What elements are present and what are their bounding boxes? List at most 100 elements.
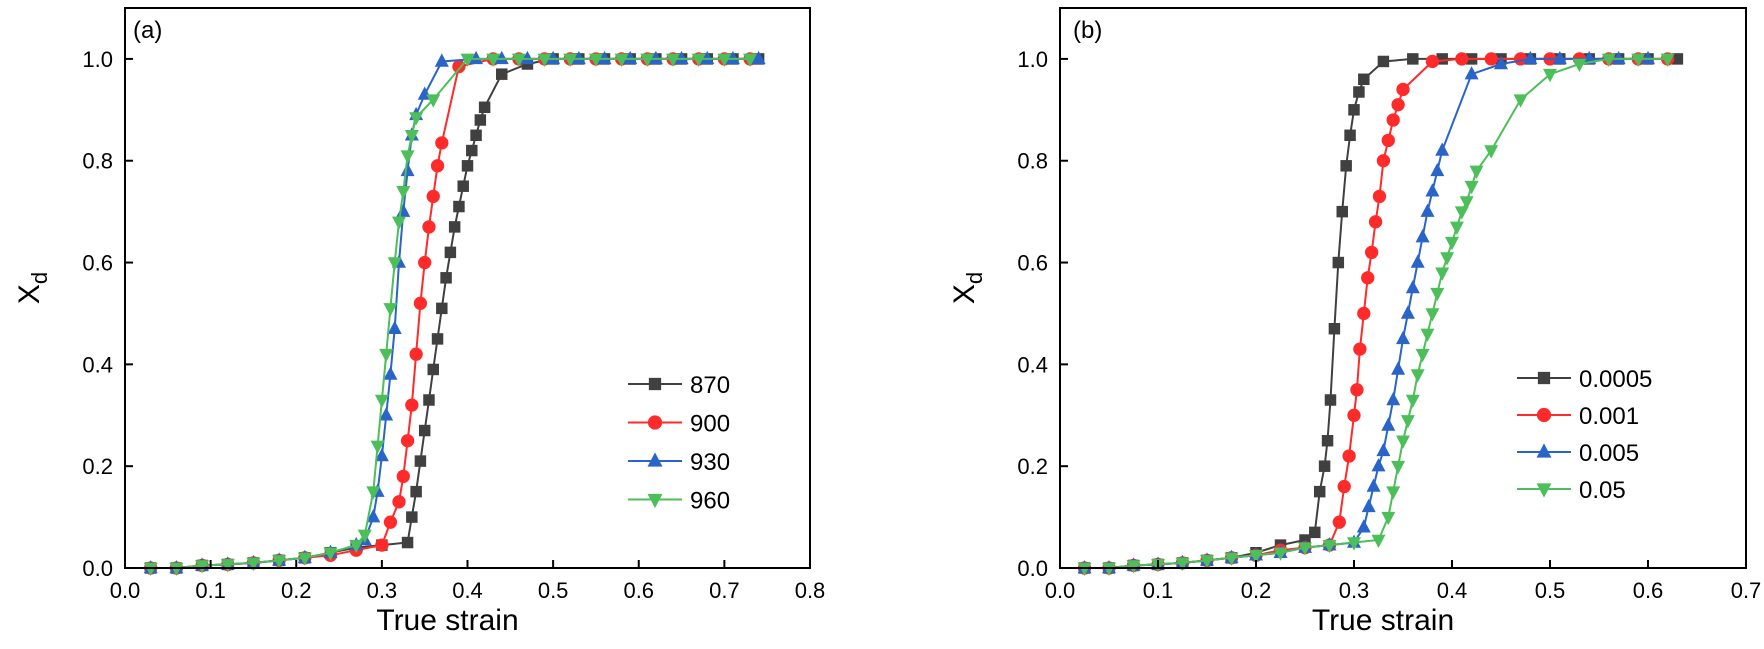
data-point-b-1 — [1386, 113, 1400, 127]
data-point-a-3 — [357, 529, 372, 543]
data-point-b-2 — [1415, 229, 1430, 243]
data-point-b-0 — [1340, 160, 1352, 172]
y-tick-label-a: 0.8 — [82, 149, 113, 174]
data-point-a-1 — [396, 469, 410, 484]
data-point-b-1 — [1357, 306, 1371, 321]
x-tick-label-b: 0.0 — [1045, 578, 1076, 603]
data-point-a-2 — [648, 50, 663, 65]
data-point-b-1 — [1391, 98, 1405, 112]
x-tick-label-b: 0.3 — [1339, 578, 1370, 603]
y-tick-label-a: 0.2 — [82, 454, 113, 479]
data-point-a-3 — [195, 560, 210, 574]
data-point-a-2 — [597, 50, 612, 65]
x-tick-label-a: 0.1 — [195, 578, 226, 603]
data-point-a-3 — [640, 53, 655, 67]
data-point-b-3 — [1459, 196, 1474, 210]
legend-label-b-0: 0.0005 — [1579, 366, 1652, 393]
data-point-b-1 — [1361, 271, 1375, 285]
data-point-a-3 — [691, 53, 706, 67]
data-point-a-3 — [396, 186, 411, 200]
data-point-b-1 — [1376, 154, 1391, 168]
x-tick-label-b: 0.5 — [1535, 578, 1566, 603]
data-point-b-3 — [1543, 68, 1557, 83]
data-point-a-3 — [370, 440, 385, 454]
data-point-a-3 — [379, 348, 394, 363]
data-point-a-3 — [220, 559, 235, 573]
x-tick-label-b: 0.1 — [1143, 578, 1174, 603]
legend-marker-a-0 — [648, 377, 662, 391]
data-point-a-3 — [392, 216, 406, 230]
data-point-a-0 — [474, 114, 487, 126]
data-point-b-3 — [1347, 537, 1361, 551]
x-tick-label-a: 0.7 — [709, 578, 740, 603]
data-point-b-2 — [1425, 183, 1440, 197]
legend-label-a-1: 900 — [690, 411, 730, 438]
data-point-b-0 — [1348, 104, 1360, 116]
data-point-a-0 — [461, 160, 474, 172]
y-tick-label-b: 0.0 — [1017, 556, 1048, 581]
x-tick-label-b: 0.4 — [1437, 578, 1468, 603]
data-point-b-0 — [1353, 86, 1365, 98]
data-point-b-0 — [1671, 53, 1684, 65]
data-point-b-2 — [1356, 519, 1371, 533]
data-point-b-3 — [1077, 562, 1092, 577]
data-point-a-3 — [349, 539, 364, 554]
data-point-a-2 — [396, 203, 411, 217]
legend-label-a-2: 930 — [690, 449, 730, 476]
data-point-b-1 — [1425, 54, 1440, 69]
y-tick-label-b: 1.0 — [1017, 47, 1048, 72]
legend-a: 870 900 930 960 — [628, 372, 730, 515]
series-b-3 — [1077, 53, 1675, 577]
data-point-b-3 — [1435, 267, 1450, 281]
data-point-a-2 — [494, 50, 509, 65]
data-point-a-2 — [434, 53, 449, 67]
data-point-b-3 — [1464, 180, 1479, 195]
data-point-a-3 — [409, 112, 424, 126]
x-tick-label-a: 0.8 — [795, 578, 826, 603]
data-point-a-2 — [700, 50, 715, 65]
data-point-b-1 — [1350, 383, 1364, 397]
data-point-a-3 — [614, 53, 629, 67]
data-point-b-3 — [1249, 550, 1263, 564]
y-tick-label-b: 0.6 — [1017, 251, 1048, 276]
data-point-a-3 — [563, 53, 578, 67]
x-tick-label-a: 0.3 — [367, 578, 398, 603]
data-point-b-3 — [1415, 348, 1430, 363]
data-point-b-3 — [1126, 560, 1141, 574]
legend-label-b-2: 0.005 — [1579, 440, 1639, 467]
x-axis-title-a: True strain — [376, 604, 518, 637]
data-point-b-3 — [1322, 539, 1337, 554]
data-point-b-0 — [1321, 434, 1334, 447]
data-point-b-2 — [1523, 50, 1538, 65]
x-tick-label-a: 0.4 — [452, 578, 483, 603]
x-tick-label-b: 0.6 — [1633, 578, 1664, 603]
data-point-a-3 — [486, 53, 501, 67]
data-point-a-2 — [623, 50, 638, 65]
data-point-b-0 — [1328, 322, 1341, 335]
data-point-a-2 — [546, 50, 561, 65]
data-point-a-0 — [444, 246, 457, 259]
data-point-b-3 — [1469, 165, 1484, 179]
data-point-a-0 — [436, 302, 448, 315]
data-point-b-3 — [1405, 394, 1420, 409]
data-point-a-0 — [466, 144, 478, 157]
data-point-a-3 — [404, 130, 419, 144]
panel-label-a: (a) — [133, 17, 162, 44]
data-point-a-0 — [418, 424, 431, 437]
data-point-a-3 — [272, 555, 287, 569]
series-a-3 — [143, 53, 758, 577]
data-point-b-2 — [1386, 391, 1401, 406]
data-point-b-3 — [1430, 287, 1445, 302]
data-point-a-2 — [379, 407, 394, 421]
data-point-a-1 — [430, 159, 445, 173]
data-point-a-2 — [400, 162, 415, 177]
data-point-b-3 — [1660, 53, 1675, 67]
series-line-a-3 — [150, 57, 751, 569]
x-tick-label-a: 0.0 — [110, 578, 141, 603]
series-line-a-2 — [150, 57, 759, 569]
data-point-b-3 — [1102, 562, 1116, 577]
data-point-b-0 — [1344, 129, 1356, 142]
data-point-b-1 — [1513, 52, 1528, 66]
x-tick-label-a: 0.6 — [623, 578, 654, 603]
data-point-b-0 — [1324, 394, 1337, 406]
